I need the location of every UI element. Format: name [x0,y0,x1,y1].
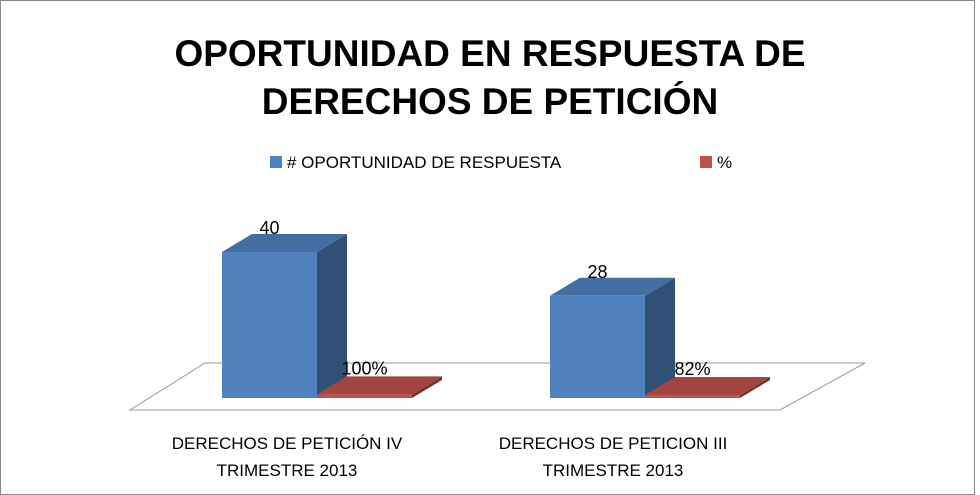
bar-front [550,295,645,398]
bar [645,377,770,398]
data-label: 28 [587,262,607,282]
bar [222,234,347,398]
data-label: 40 [259,218,279,238]
bar [550,277,675,398]
legend-swatch [270,156,282,168]
bar-top [222,234,347,252]
bar-side [645,277,675,398]
legend-label: % [717,153,732,172]
data-label: 82% [674,359,710,379]
bar-top [550,277,675,296]
bar [317,376,442,398]
bar-front [317,394,412,398]
x-tick-label: DERECHOS DE PETICION III TRIMESTRE 2013 [498,434,728,480]
bar-side [740,377,770,398]
legend-swatch [700,156,712,168]
legend-label: # OPORTUNIDAD DE RESPUESTA [287,153,562,172]
bar-top [645,377,770,396]
bar-top [317,376,442,395]
bar-front [222,252,317,398]
data-label: 100% [341,358,387,378]
x-tick-label: DERECHOS DE PETICIÓN IV TRIMESTRE 2013 [171,434,403,480]
chart-title: OPORTUNIDAD EN RESPUESTA DE DERECHOS DE … [174,33,806,122]
bar-front [645,395,740,398]
bar-side [317,234,347,398]
bar-side [412,376,442,398]
